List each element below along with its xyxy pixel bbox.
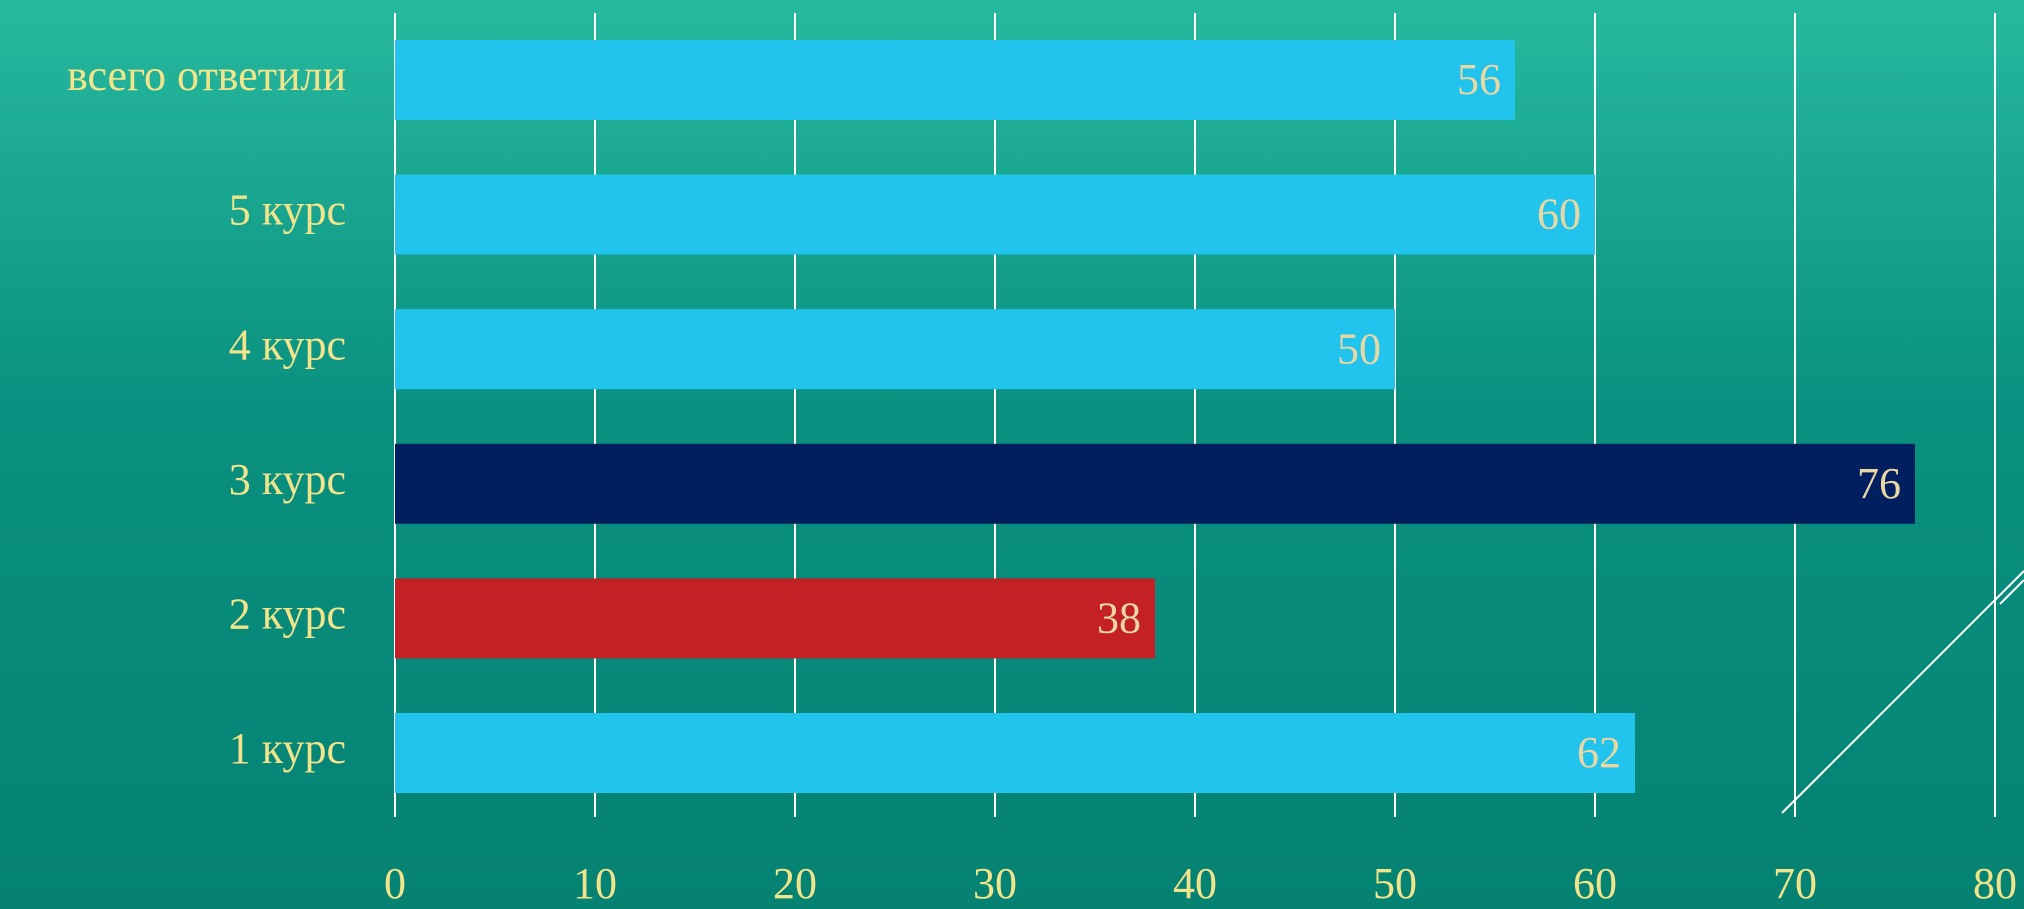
bar [395, 713, 1635, 793]
x-tick-label: 70 [1773, 859, 1817, 908]
bar [395, 578, 1155, 659]
x-tick-label: 20 [773, 859, 817, 908]
x-tick-label: 60 [1573, 859, 1617, 908]
y-tick-label: 1 курс [229, 724, 346, 773]
x-tick-label: 30 [973, 859, 1017, 908]
bar [395, 40, 1515, 120]
value-label: 60 [1537, 190, 1581, 239]
value-label: 62 [1577, 728, 1621, 777]
decoration-line [1999, 579, 2024, 605]
value-label: 50 [1337, 324, 1381, 373]
bar [395, 174, 1595, 255]
bar [395, 443, 1915, 524]
decoration-line [1781, 570, 2024, 814]
x-tick-label: 50 [1373, 859, 1417, 908]
bar [395, 309, 1395, 390]
value-label: 56 [1457, 55, 1501, 104]
value-label: 76 [1857, 459, 1901, 508]
x-tick-label: 10 [573, 859, 617, 908]
y-tick-label: 4 курс [229, 320, 346, 369]
y-tick-label: 5 курс [229, 186, 346, 235]
x-tick-label: 0 [384, 859, 406, 908]
x-tick-label: 40 [1173, 859, 1217, 908]
value-label: 38 [1097, 593, 1141, 642]
y-tick-label: всего ответили [67, 51, 346, 100]
x-tick-label: 80 [1973, 859, 2017, 908]
y-tick-label: 2 курс [229, 589, 346, 638]
y-tick-label: 3 курс [229, 455, 346, 504]
